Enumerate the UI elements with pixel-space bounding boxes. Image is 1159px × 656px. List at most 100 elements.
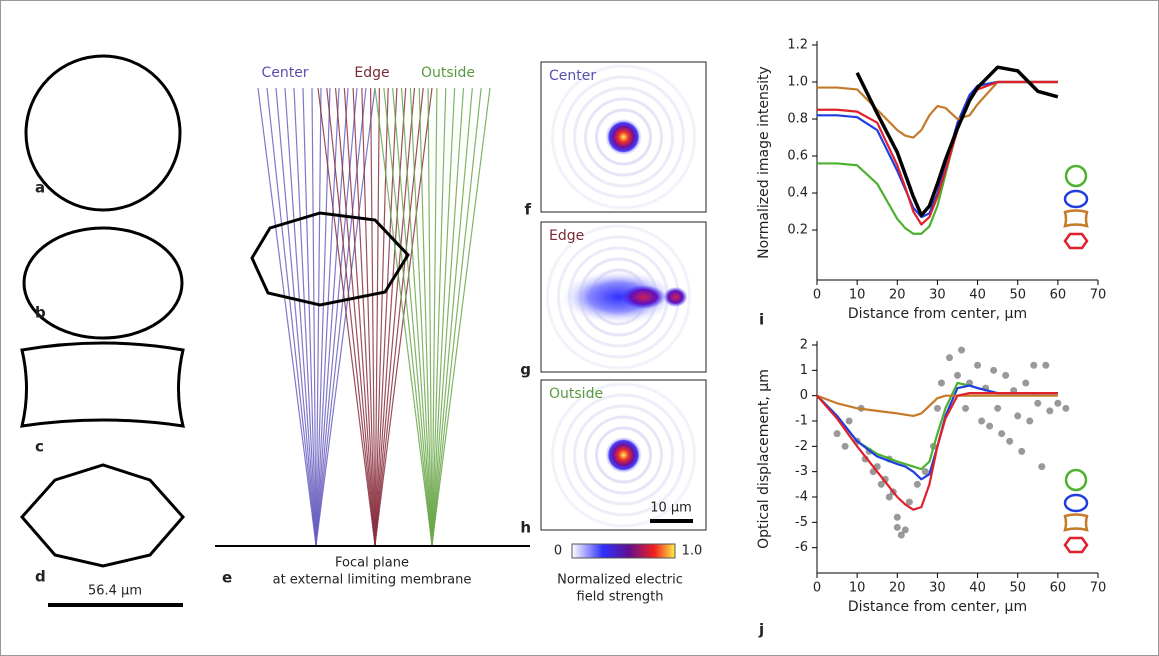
y-tick-label: 1.2 xyxy=(787,38,808,53)
scatter-point xyxy=(1034,399,1042,407)
x-tick-label: 0 xyxy=(813,581,821,596)
panel-label: i xyxy=(759,311,764,329)
line-series xyxy=(855,65,1059,217)
y-tick-label: -5 xyxy=(795,515,808,530)
y-tick-label: 0.6 xyxy=(787,149,808,164)
line-series xyxy=(816,394,1058,418)
scatter-point xyxy=(893,523,901,531)
ring xyxy=(562,393,685,517)
ray xyxy=(427,87,433,546)
x-tick-label: 10 xyxy=(849,288,866,303)
scatter-point xyxy=(933,404,941,412)
ray xyxy=(275,87,317,546)
ray-label: Center xyxy=(261,65,308,81)
x-tick-label: 30 xyxy=(929,288,946,303)
ray xyxy=(400,87,433,546)
ring xyxy=(584,415,663,495)
ray xyxy=(409,87,433,546)
ray xyxy=(431,87,456,546)
panel-label: e xyxy=(222,569,232,587)
colorbar-title: Normalized electric xyxy=(557,573,683,588)
ray xyxy=(343,87,376,546)
ray xyxy=(374,87,424,546)
ray xyxy=(266,87,317,546)
x-tick-label: 60 xyxy=(1050,288,1067,303)
field-spot xyxy=(606,120,641,154)
x-axis-label: Distance from center, µm xyxy=(848,599,1027,615)
ray xyxy=(431,87,465,546)
x-tick-label: 50 xyxy=(1009,288,1026,303)
ray xyxy=(334,87,376,546)
colorbar-title: field strength xyxy=(577,590,664,605)
y-tick-label: -2 xyxy=(795,439,808,454)
ray xyxy=(315,87,322,546)
ray xyxy=(370,87,376,546)
legend-i xyxy=(1063,164,1089,250)
ray xyxy=(431,87,438,546)
ray xyxy=(302,87,317,546)
ray xyxy=(257,87,317,546)
y-tick-label: -1 xyxy=(795,414,808,429)
legend-icon xyxy=(1064,164,1088,188)
legend-icon xyxy=(1063,232,1089,250)
ray xyxy=(431,87,447,546)
scatter-point xyxy=(921,468,929,476)
caption: Focal plane xyxy=(335,556,409,571)
y-tick-label: -4 xyxy=(795,490,808,505)
line-series xyxy=(817,80,1058,226)
legend-icon xyxy=(1063,493,1089,513)
scatter-point xyxy=(978,417,986,425)
scatter-point xyxy=(885,493,893,501)
ray xyxy=(418,87,433,546)
shape-barrel xyxy=(20,341,185,428)
field-spot xyxy=(606,438,641,472)
scatter-point xyxy=(877,480,885,488)
panel-label: j xyxy=(758,621,764,639)
map-label: Edge xyxy=(549,228,584,244)
x-axis-label: Distance from center, µm xyxy=(848,306,1027,322)
legend-icon xyxy=(1063,189,1089,209)
legend-icon xyxy=(1063,536,1089,554)
ray xyxy=(374,87,398,546)
ray xyxy=(374,87,433,546)
x-tick-label: 70 xyxy=(1090,581,1107,596)
scatter-point xyxy=(845,417,853,425)
legend-icon xyxy=(1063,209,1089,228)
y-tick-label: 0.4 xyxy=(787,186,808,201)
scatter-point xyxy=(905,498,913,506)
legend-j xyxy=(1063,468,1089,554)
ray xyxy=(317,87,376,546)
scatter-point xyxy=(901,526,909,534)
ray xyxy=(383,87,433,546)
scatter-point xyxy=(1022,379,1030,387)
scatter-point xyxy=(1018,447,1026,455)
ray xyxy=(431,87,473,546)
ray xyxy=(352,87,376,546)
y-tick-label: 0 xyxy=(800,388,808,403)
ray-label: Outside xyxy=(421,65,475,81)
ring xyxy=(584,97,663,177)
scatter-point xyxy=(893,513,901,521)
ray xyxy=(315,87,367,546)
ring xyxy=(573,404,674,506)
y-tick-label: 0.2 xyxy=(787,223,808,238)
panel-label: h xyxy=(520,519,531,537)
ray xyxy=(374,87,416,546)
ray xyxy=(374,87,380,546)
scatter-point xyxy=(1054,399,1062,407)
ray xyxy=(392,87,433,546)
y-axis-label: Normalized image intensity xyxy=(756,66,772,259)
map-label: Center xyxy=(549,68,596,84)
ray xyxy=(315,87,376,546)
y-tick-label: 2 xyxy=(800,338,808,353)
ring xyxy=(551,382,696,528)
ray-label: Edge xyxy=(354,65,389,81)
caption: at external limiting membrane xyxy=(273,573,472,588)
scatter-point xyxy=(1046,407,1054,415)
scatter-point xyxy=(897,531,905,539)
legend-icon xyxy=(1064,468,1088,492)
ray xyxy=(311,87,317,546)
scatter-point xyxy=(937,379,945,387)
ring xyxy=(573,86,674,188)
scatter-point xyxy=(954,371,961,379)
